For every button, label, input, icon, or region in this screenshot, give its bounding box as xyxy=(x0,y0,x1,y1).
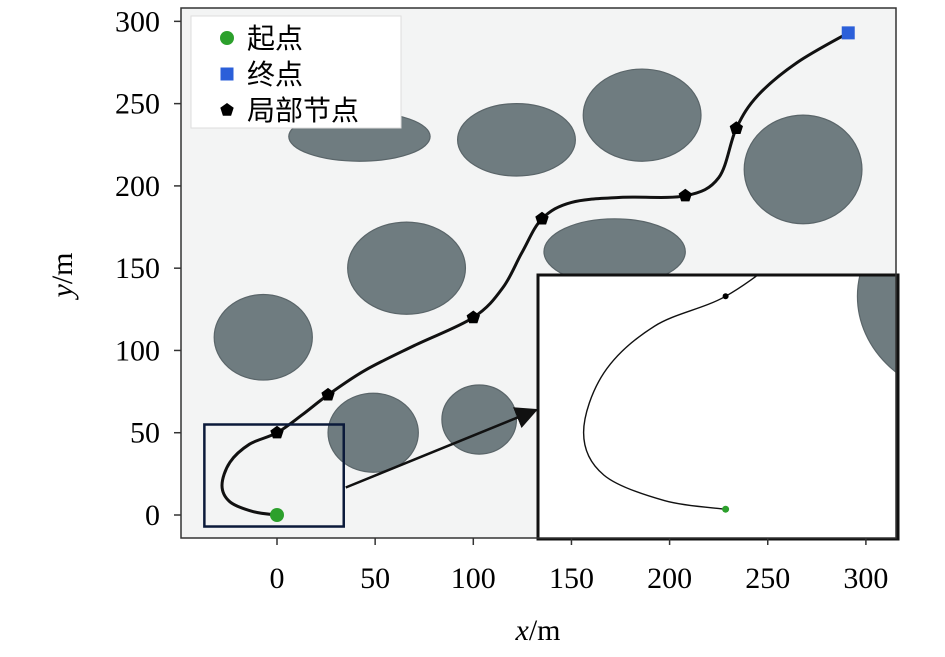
inset-path-line xyxy=(582,275,759,510)
local-node-5 xyxy=(678,188,692,202)
x-tick-label: 50 xyxy=(360,562,390,595)
y-tick-label: 200 xyxy=(115,170,160,203)
x-tick-label: 200 xyxy=(647,562,692,595)
legend-label-local: 局部节点 xyxy=(247,94,359,127)
y-tick-label: 50 xyxy=(130,417,160,450)
obstacle-5 xyxy=(347,221,467,315)
goal-point xyxy=(841,26,855,40)
x-tick-label: 250 xyxy=(745,562,790,595)
local-node-2 xyxy=(321,387,335,401)
inset-background xyxy=(538,275,898,539)
local-node-1 xyxy=(270,425,284,439)
zoom-arrow xyxy=(345,407,539,489)
y-tick-label: 300 xyxy=(115,5,160,38)
x-tick-label: 100 xyxy=(451,562,496,595)
legend-label-start: 起点 xyxy=(247,22,303,55)
inset-panel xyxy=(536,273,900,541)
endpoint-group xyxy=(270,26,855,522)
plot-frame xyxy=(180,7,897,539)
inset-frame xyxy=(536,273,900,541)
legend-marker-start xyxy=(220,31,234,45)
obstacle-2 xyxy=(456,103,576,177)
y-tick-label: 0 xyxy=(145,499,160,532)
legend-marker-goal xyxy=(220,67,234,81)
obstacle-group xyxy=(213,68,863,473)
y-tick-label: 250 xyxy=(115,88,160,121)
x-tick-label: 0 xyxy=(270,562,285,595)
obstacle-8 xyxy=(327,392,419,473)
y-axis-label: y/m xyxy=(46,253,79,301)
zoom-region-box xyxy=(203,423,345,528)
obstacle-3 xyxy=(582,68,702,162)
inset-obstacle-8 xyxy=(856,275,898,375)
inset-local-node-1 xyxy=(722,293,729,300)
obstacle-7 xyxy=(213,293,313,381)
local-node-4 xyxy=(535,211,549,225)
start-point xyxy=(270,508,284,522)
y-axis-ticks: 0 50 100 150 200 250 300 xyxy=(115,5,181,532)
legend-label-goal: 终点 xyxy=(247,58,303,91)
x-axis-label: x/m xyxy=(515,614,561,647)
local-node-group xyxy=(270,121,743,439)
x-tick-label: 300 xyxy=(843,562,888,595)
local-node-6 xyxy=(729,121,743,134)
y-tick-label: 150 xyxy=(115,252,160,285)
y-tick-label: 100 xyxy=(115,334,160,367)
inset-start-point xyxy=(722,505,730,513)
local-node-3 xyxy=(466,310,480,324)
legend-marker-local xyxy=(220,103,234,116)
x-tick-label: 150 xyxy=(549,562,594,595)
obstacle-4 xyxy=(743,114,863,225)
x-axis-ticks: 0 50 100 150 200 250 300 xyxy=(270,538,888,595)
